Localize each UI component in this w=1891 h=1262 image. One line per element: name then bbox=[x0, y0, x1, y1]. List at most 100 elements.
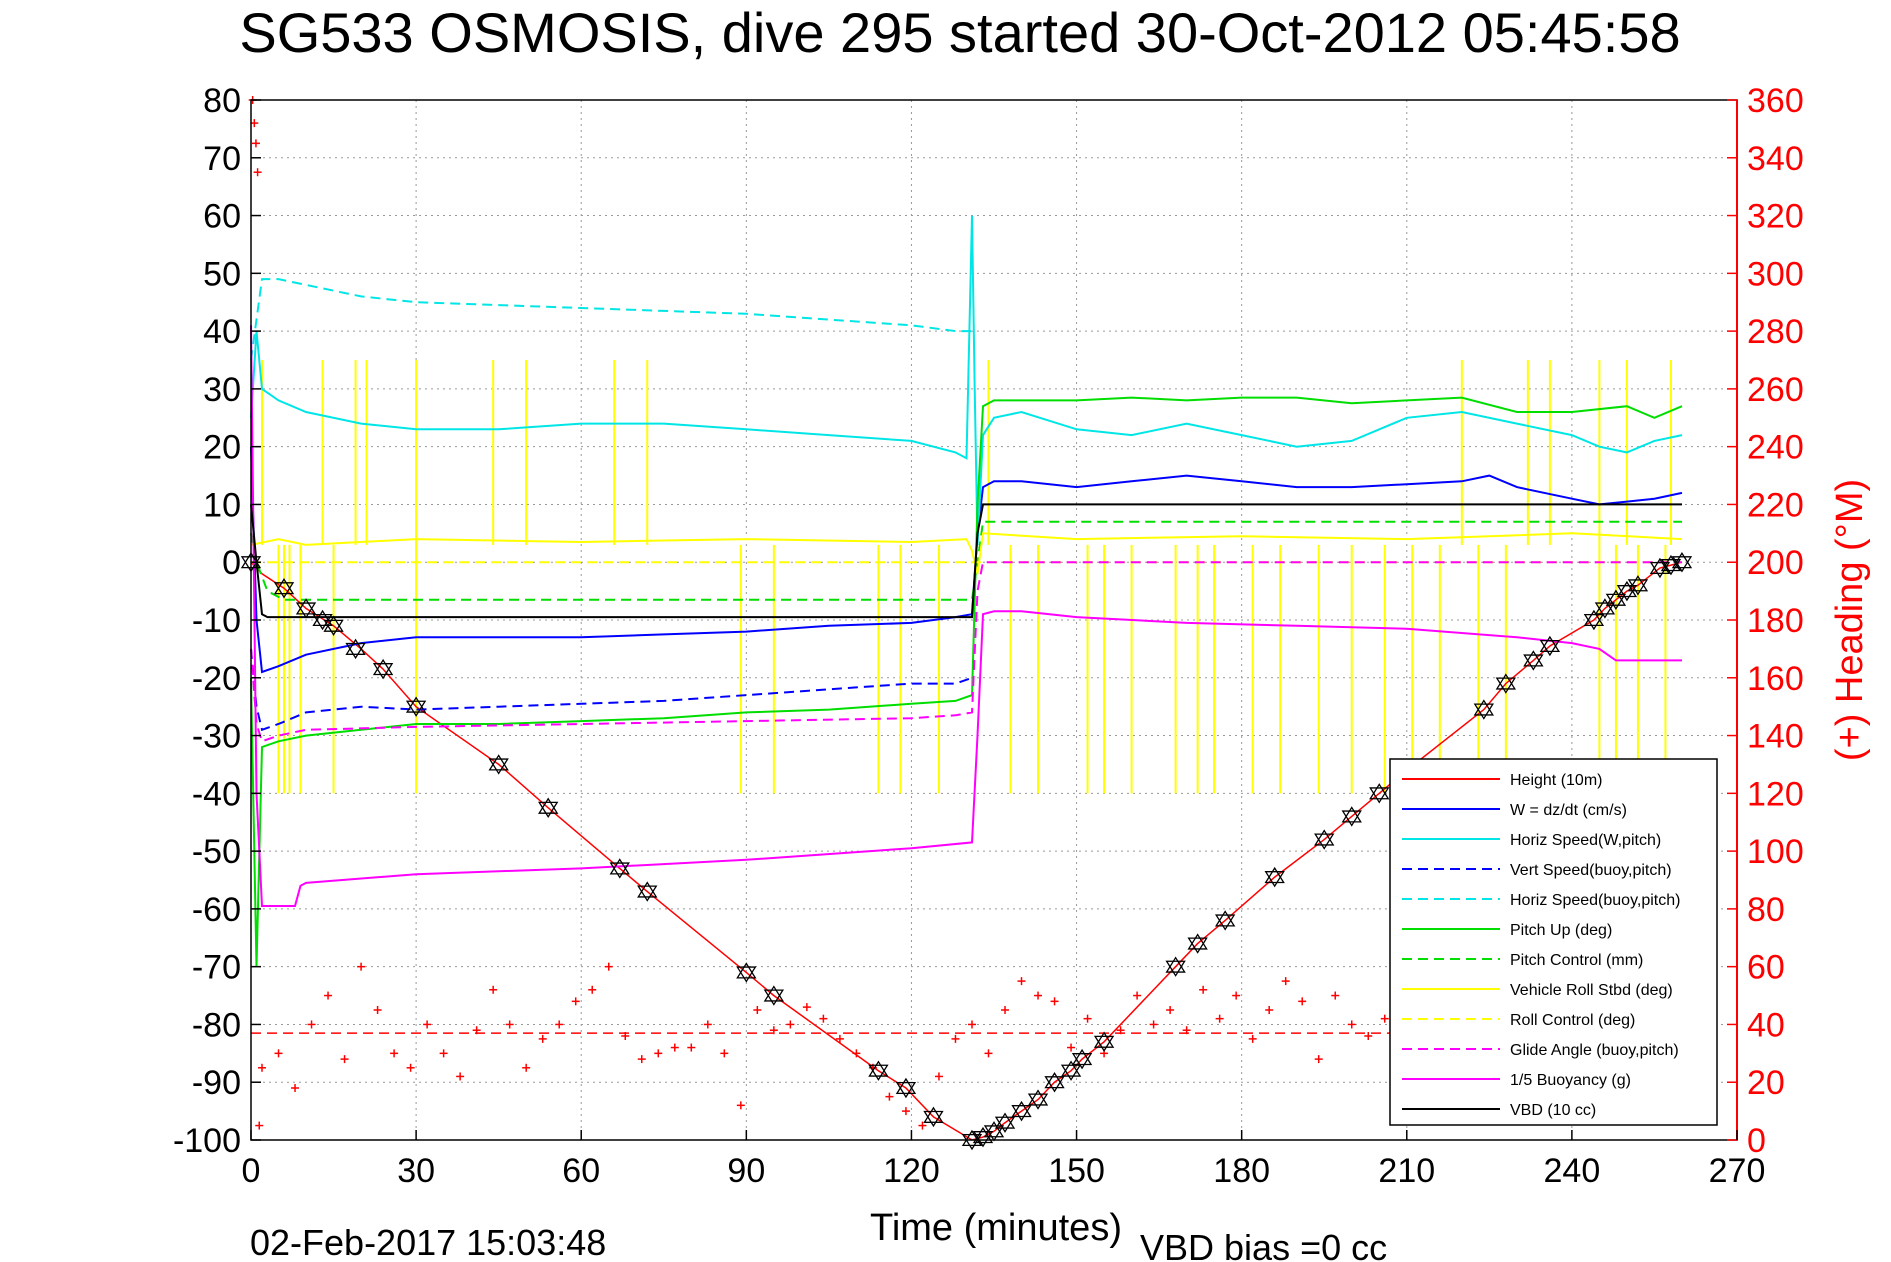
heading-point bbox=[1050, 997, 1059, 1006]
heading-point bbox=[538, 1034, 547, 1043]
height-marker bbox=[323, 615, 344, 637]
heading-point bbox=[654, 1049, 663, 1058]
y-tick-label: -50 bbox=[192, 833, 241, 871]
right-tick-label: 140 bbox=[1747, 718, 1804, 756]
right-tick-label: 180 bbox=[1747, 602, 1804, 640]
legend-entry: Vert Speed(buoy,pitch) bbox=[1402, 862, 1672, 879]
heading-point bbox=[357, 962, 366, 971]
heading-point bbox=[1380, 1014, 1389, 1023]
heading-point bbox=[522, 1063, 531, 1072]
heading-point bbox=[1265, 1006, 1274, 1014]
heading-point bbox=[324, 991, 333, 1000]
legend-label: Horiz Speed(W,pitch) bbox=[1510, 832, 1661, 849]
legend-entry: Vehicle Roll Stbd (deg) bbox=[1402, 982, 1673, 999]
right-tick-label: 100 bbox=[1747, 833, 1804, 871]
y-tick-label: -100 bbox=[173, 1122, 241, 1160]
heading-point bbox=[951, 1034, 960, 1043]
legend-entry: W = dz/dt (cm/s) bbox=[1402, 802, 1627, 819]
height-marker bbox=[1473, 699, 1495, 720]
heading-point bbox=[251, 139, 260, 148]
legend-entry: Pitch Up (deg) bbox=[1402, 922, 1612, 939]
heading-point bbox=[802, 1003, 811, 1012]
heading-point bbox=[967, 1020, 976, 1029]
heading-point bbox=[736, 1101, 745, 1110]
chart-title: SG533 OSMOSIS, dive 295 started 30-Oct-2… bbox=[239, 1, 1680, 64]
height-marker bbox=[1044, 1071, 1065, 1093]
right-tick-label: 0 bbox=[1747, 1122, 1766, 1160]
heading-point bbox=[885, 1092, 894, 1101]
x-tick-label: 150 bbox=[1048, 1152, 1105, 1190]
height-marker bbox=[895, 1077, 917, 1099]
height-marker bbox=[1495, 673, 1517, 694]
heading-point bbox=[274, 1049, 283, 1058]
heading-point bbox=[1232, 991, 1241, 1000]
legend-entry: Pitch Control (mm) bbox=[1402, 952, 1643, 969]
heading-point bbox=[571, 997, 580, 1006]
x-tick-label: 90 bbox=[727, 1152, 765, 1190]
x-tick-label: 120 bbox=[883, 1152, 940, 1190]
height-marker bbox=[405, 696, 427, 717]
height-marker bbox=[983, 1121, 1005, 1142]
heading-point bbox=[253, 168, 262, 177]
heading-point bbox=[1314, 1055, 1323, 1064]
legend-label: Height (10m) bbox=[1510, 772, 1602, 789]
right-tick-label: 340 bbox=[1747, 140, 1804, 178]
vbd-bias-note: VBD bias =0 cc bbox=[1140, 1227, 1387, 1262]
heading-point bbox=[255, 1121, 264, 1130]
height-marker bbox=[1583, 609, 1605, 631]
series-1-5-buoyancy-g bbox=[250, 325, 1682, 907]
right-tick-label: 300 bbox=[1747, 255, 1804, 293]
heading-point bbox=[687, 1043, 696, 1052]
x-tick-label: 30 bbox=[397, 1152, 435, 1190]
y-tick-label: 30 bbox=[203, 371, 241, 409]
heading-point bbox=[588, 985, 597, 994]
legend-label: 1/5 Buoyancy (g) bbox=[1510, 1072, 1631, 1089]
heading-point bbox=[1364, 1032, 1373, 1040]
height-marker bbox=[1605, 589, 1627, 611]
heading-point bbox=[901, 1107, 910, 1116]
legend-entry: Horiz Speed(buoy,pitch) bbox=[1402, 892, 1680, 909]
y-tick-label: 80 bbox=[203, 82, 241, 120]
x-tick-label: 0 bbox=[242, 1152, 261, 1190]
x-tick-label: 60 bbox=[562, 1152, 600, 1190]
heading-point bbox=[1298, 997, 1307, 1006]
height-marker bbox=[1264, 866, 1285, 888]
heading-point bbox=[1149, 1020, 1158, 1029]
legend-label: Horiz Speed(buoy,pitch) bbox=[1510, 892, 1680, 909]
height-marker bbox=[488, 754, 509, 775]
height-marker bbox=[736, 962, 757, 983]
heading-point bbox=[291, 1084, 300, 1092]
heading-point bbox=[439, 1049, 448, 1058]
x-tick-label: 240 bbox=[1544, 1152, 1601, 1190]
y-tick-label: 50 bbox=[203, 255, 241, 293]
height-marker bbox=[273, 577, 295, 599]
heading-point bbox=[1001, 1006, 1010, 1014]
heading-point bbox=[340, 1055, 349, 1064]
right-tick-label: 120 bbox=[1747, 775, 1804, 813]
heading-point bbox=[1017, 977, 1026, 986]
height-marker bbox=[1027, 1089, 1049, 1110]
right-tick-label: 280 bbox=[1747, 313, 1804, 351]
legend-label: Roll Control (deg) bbox=[1510, 1012, 1635, 1029]
height-marker bbox=[1214, 910, 1236, 931]
legend-entry: 1/5 Buoyancy (g) bbox=[1402, 1072, 1631, 1089]
right-tick-label: 240 bbox=[1747, 429, 1804, 467]
y-tick-label: -90 bbox=[192, 1064, 241, 1102]
heading-point bbox=[670, 1043, 679, 1052]
height-marker bbox=[295, 598, 317, 619]
heading-point bbox=[753, 1006, 762, 1014]
height-marker bbox=[1165, 956, 1186, 977]
series-vbd-10-cc bbox=[250, 503, 1682, 619]
heading-point bbox=[505, 1020, 514, 1029]
heading-point bbox=[1116, 1026, 1125, 1035]
legend-entry: VBD (10 cc) bbox=[1402, 1102, 1596, 1119]
height-marker bbox=[994, 1112, 1016, 1133]
height-marker bbox=[1093, 1031, 1115, 1053]
y-tick-label: 70 bbox=[203, 140, 241, 178]
right-tick-label: 200 bbox=[1747, 544, 1804, 582]
series-horiz-speed-buoy-pitch bbox=[250, 278, 972, 361]
heading-point bbox=[1133, 991, 1142, 1000]
heading-point bbox=[720, 1049, 729, 1058]
legend-label: Glide Angle (buoy,pitch) bbox=[1510, 1042, 1679, 1059]
height-marker bbox=[637, 881, 658, 902]
